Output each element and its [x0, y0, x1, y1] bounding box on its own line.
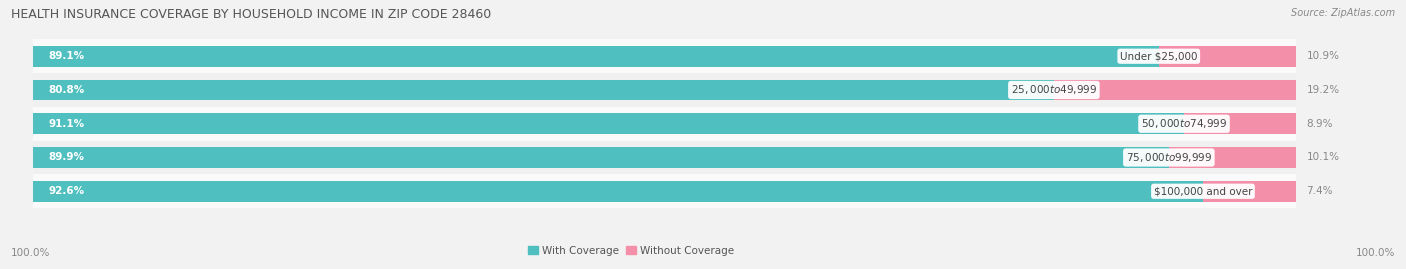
Bar — [1168, 147, 1296, 168]
Text: 19.2%: 19.2% — [1306, 85, 1340, 95]
Text: 89.1%: 89.1% — [48, 51, 84, 61]
Bar — [32, 80, 1054, 100]
Bar — [32, 147, 1168, 168]
Bar — [1204, 181, 1296, 202]
Bar — [32, 107, 1296, 141]
Text: $75,000 to $99,999: $75,000 to $99,999 — [1126, 151, 1212, 164]
Bar — [32, 39, 1296, 73]
Text: Under $25,000: Under $25,000 — [1121, 51, 1198, 61]
Text: HEALTH INSURANCE COVERAGE BY HOUSEHOLD INCOME IN ZIP CODE 28460: HEALTH INSURANCE COVERAGE BY HOUSEHOLD I… — [11, 8, 492, 21]
Text: $100,000 and over: $100,000 and over — [1154, 186, 1253, 196]
Text: 92.6%: 92.6% — [48, 186, 84, 196]
Text: 8.9%: 8.9% — [1306, 119, 1333, 129]
Bar — [1184, 113, 1296, 134]
Bar — [1159, 46, 1296, 67]
Text: 10.9%: 10.9% — [1306, 51, 1340, 61]
Legend: With Coverage, Without Coverage: With Coverage, Without Coverage — [523, 241, 738, 260]
Bar — [32, 46, 1159, 67]
Bar — [32, 73, 1296, 107]
Text: 89.9%: 89.9% — [48, 153, 84, 162]
Text: 91.1%: 91.1% — [48, 119, 84, 129]
Text: Source: ZipAtlas.com: Source: ZipAtlas.com — [1291, 8, 1395, 18]
Bar — [32, 113, 1184, 134]
Bar — [32, 181, 1204, 202]
Text: $50,000 to $74,999: $50,000 to $74,999 — [1140, 117, 1227, 130]
Text: 10.1%: 10.1% — [1306, 153, 1340, 162]
Bar — [1054, 80, 1296, 100]
Text: 100.0%: 100.0% — [1355, 248, 1395, 258]
Text: 7.4%: 7.4% — [1306, 186, 1333, 196]
Bar — [32, 174, 1296, 208]
Bar — [32, 141, 1296, 174]
Text: $25,000 to $49,999: $25,000 to $49,999 — [1011, 83, 1097, 97]
Text: 80.8%: 80.8% — [48, 85, 84, 95]
Text: 100.0%: 100.0% — [11, 248, 51, 258]
